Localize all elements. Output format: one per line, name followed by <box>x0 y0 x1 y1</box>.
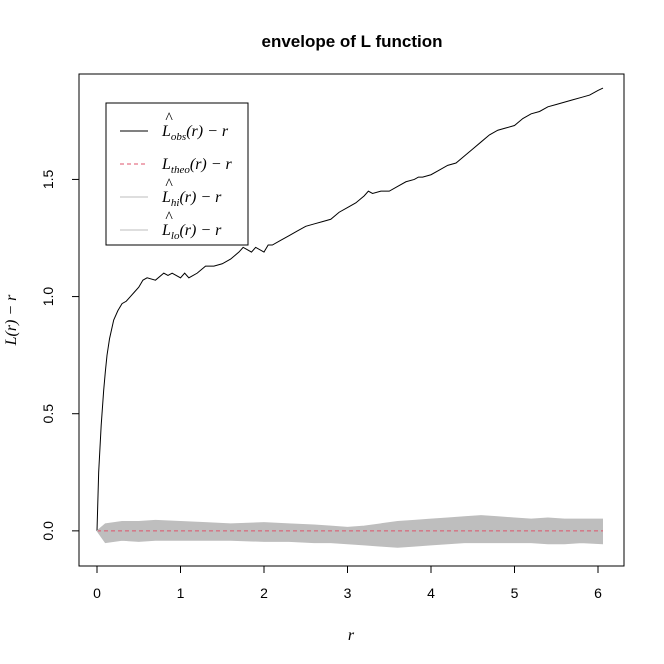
y-tick-label: 0.5 <box>40 404 56 424</box>
series-line-lo <box>96 530 604 548</box>
legend-box <box>105 102 249 246</box>
x-tick-label: 0 <box>93 585 101 601</box>
series-line-hi <box>96 515 603 532</box>
x-tick-label: 2 <box>260 585 268 601</box>
x-axis-label: r <box>348 627 355 644</box>
legend-label-hi: Lhi(r) − r <box>161 189 222 209</box>
y-tick-label: 1.5 <box>40 169 56 189</box>
y-tick-label: 1.0 <box>40 287 56 307</box>
legend-hat-obs: ^ <box>165 110 173 127</box>
x-tick-label: 3 <box>344 585 352 601</box>
legend-hat-hi: ^ <box>165 176 173 193</box>
y-axis: 0.0 0.5 1.0 1.5 <box>40 169 80 541</box>
chart-title: envelope of L function <box>261 32 442 51</box>
x-tick-label: 6 <box>594 585 602 601</box>
y-axis-label: L(r) − r <box>3 294 20 347</box>
series-line-obs <box>96 87 604 531</box>
legend-label-theo: Ltheo(r) − r <box>161 156 233 176</box>
x-axis: 0 1 2 3 4 5 6 <box>93 565 602 601</box>
x-tick-label: 5 <box>511 585 519 601</box>
plot-area <box>96 87 604 548</box>
y-tick-label: 0.0 <box>40 521 56 541</box>
legend-label-lo: Llo(r) − r <box>161 222 222 242</box>
x-tick-label: 4 <box>427 585 435 601</box>
x-tick-label: 1 <box>177 585 185 601</box>
legend-hat-lo: ^ <box>165 209 173 226</box>
legend-label-obs: Lobs(r) − r <box>161 123 229 143</box>
